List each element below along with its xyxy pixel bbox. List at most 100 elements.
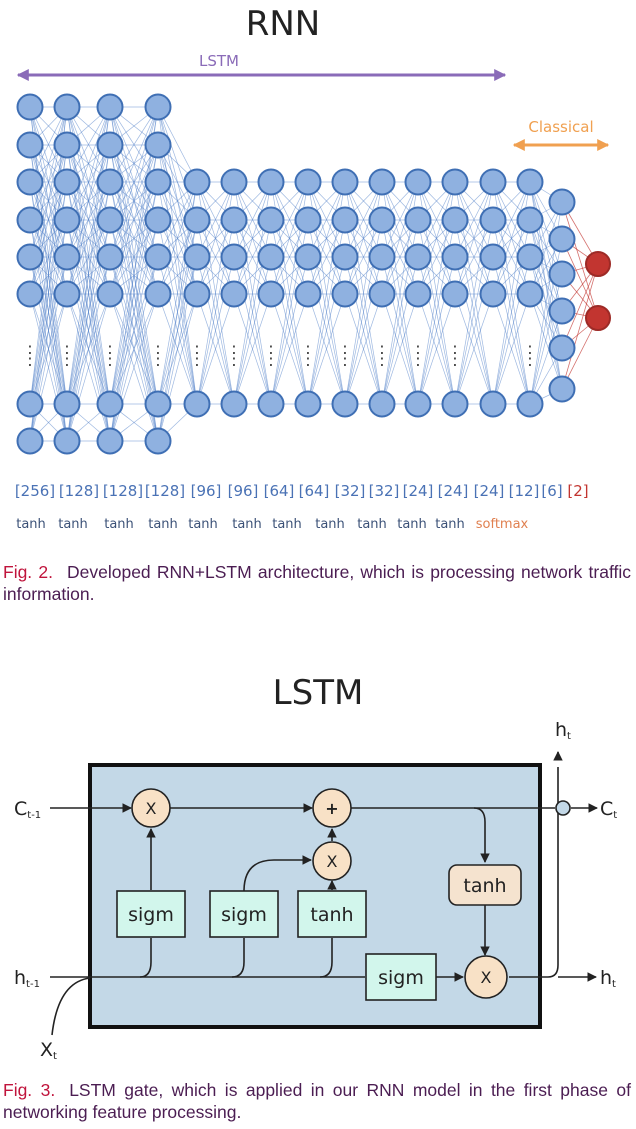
layer-connection [417,293,456,405]
layer-connection [270,219,309,295]
layer-size-labels: [256] [128] [128] [128] [96] [96] [64] [64] [32]… [15,482,589,500]
layer-connection [270,256,309,405]
lstm-span-label: LSTM [199,52,239,70]
layer-connection [196,219,235,295]
network-nodes: :::::::::::::::::::::::::: [16,93,611,455]
lstm-title: LSTM [273,673,364,713]
layer-connection [270,293,309,405]
layer-connection [344,293,383,405]
ellipsis-dots: :: [342,339,347,370]
neuron-node [404,280,432,308]
layer-connection [381,293,419,405]
layer-connection [109,293,159,442]
neuron-node [183,243,211,271]
neuron-node [16,206,44,234]
layer-connection [29,106,68,221]
lstm-connections [50,751,598,1036]
neuron-node [53,131,81,159]
layer-connection [29,293,68,442]
ellipsis-dots: :: [379,339,384,370]
neuron-node [53,427,81,455]
activation-label: tanh [148,517,178,532]
layer-size-label: [24] [403,482,434,500]
neuron-node [144,280,172,308]
layer-connection [157,144,198,221]
h-out-top-label: ht [555,719,571,742]
layer-size-label: [24] [438,482,469,500]
layer-connection [109,106,159,221]
layer-size-label: [32] [335,482,366,500]
layer-connection [492,181,531,295]
neuron-node [368,168,396,196]
layer-connection [417,219,456,295]
layer-size-label: [128] [103,482,143,500]
neuron-node [257,168,285,196]
neuron-node [257,390,285,418]
activation-label: tanh [58,517,88,532]
activation-label: tanh [272,517,302,532]
neuron-node [404,206,432,234]
neuron-node [53,93,81,121]
neuron-node [16,243,44,271]
forget-multiply-symbol: X [146,799,157,818]
layer-connection [529,310,563,405]
layer-connection [66,181,111,295]
layer-connection [109,144,159,295]
neuron-node [548,297,576,325]
neuron-node [220,206,248,234]
neuron-node [144,168,172,196]
layer-connection [109,144,159,442]
input-multiply-symbol: X [327,852,338,871]
neuron-node [441,390,469,418]
layer-connection [29,106,68,442]
neuron-node [516,206,544,234]
layer-connection [454,219,494,295]
layer-connection [381,219,419,295]
neuron-node [144,206,172,234]
forget-gate-sigm: sigm [116,890,186,938]
neuron-node [220,168,248,196]
layer-size-label: [6] [541,482,562,500]
cell-add-op: + [312,788,352,828]
ellipsis-dots: :: [268,339,273,370]
neuron-node [548,375,576,403]
neuron-node [144,93,172,121]
neuron-node [53,168,81,196]
neuron-node [368,280,396,308]
neuron-node [183,280,211,308]
input-multiply-op: X [312,841,352,881]
neuron-node [16,390,44,418]
neuron-node [16,131,44,159]
layer-connection [307,181,346,258]
neuron-node [441,243,469,271]
neuron-node [294,280,322,308]
neuron-node [479,243,507,271]
layer-size-label: [256] [15,482,55,500]
neuron-node [183,390,211,418]
neuron-node [548,260,576,288]
fig3-text: LSTM gate, which is applied in our RNN m… [3,1080,631,1122]
neuron-node [548,334,576,362]
layer-connection [344,181,383,258]
neuron-node [441,168,469,196]
c-prev-label: Ct-1 [14,798,41,821]
ellipsis-dots: :: [27,339,32,370]
layer-connection [109,106,159,183]
layer-connection [233,219,272,295]
neuron-node [294,168,322,196]
neuron-node [183,168,211,196]
layer-connection [196,181,235,295]
neuron-node [404,243,432,271]
input-gate-label: sigm [221,904,267,926]
fig3-caption: Fig. 3. LSTM gate, which is applied in ou… [3,1079,631,1123]
layer-connection [29,181,68,295]
neuron-node [516,390,544,418]
layer-connection [109,106,159,258]
layer-connection [66,144,111,295]
ellipsis-dots: :: [155,339,160,370]
neuron-node [220,390,248,418]
activation-label: softmax [476,517,529,532]
neuron-node [331,390,359,418]
layer-connection [529,293,563,390]
